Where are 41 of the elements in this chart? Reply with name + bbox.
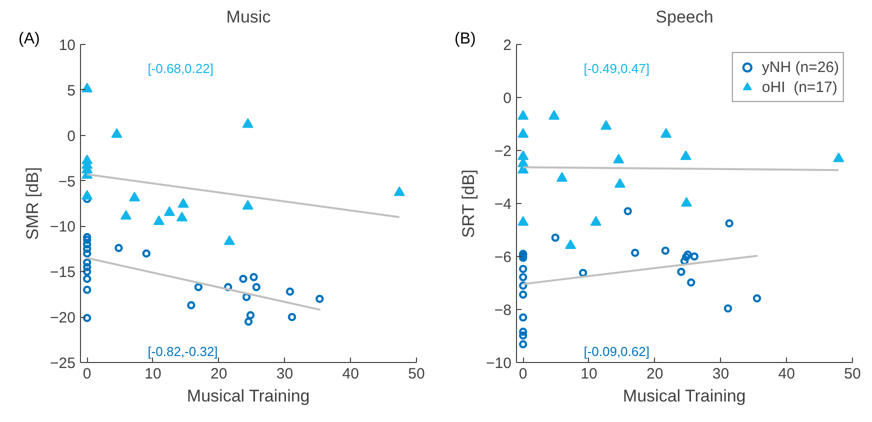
y-axis-title: SMR [dB] xyxy=(23,167,42,240)
annotation: [-0.09,0.62] xyxy=(584,344,650,359)
x-tick-label: 30 xyxy=(276,366,294,382)
x-axis-title: Musical Training xyxy=(186,386,310,406)
legend-label: oHI (n=17) xyxy=(762,78,838,96)
y-tick-label: −2 xyxy=(494,143,512,160)
legend-label: yNH (n=26) xyxy=(762,58,839,76)
text: (A) xyxy=(18,30,40,48)
text: (B) xyxy=(454,30,476,48)
x-tick-label: 10 xyxy=(144,366,162,382)
x-tick-label: 20 xyxy=(210,366,228,382)
annotation: [-0.49,0.47] xyxy=(584,60,650,76)
y-tick-label: 0 xyxy=(67,128,76,145)
x-tick-label: 40 xyxy=(778,366,795,382)
annotation: [-0.82,-0.32] xyxy=(148,344,218,359)
y-tick-label: −6 xyxy=(494,249,512,266)
chart-title: Speech xyxy=(656,8,714,26)
x-tick-label: 0 xyxy=(82,366,92,382)
y-tick-label: −10 xyxy=(50,218,76,236)
x-tick-label: 50 xyxy=(408,366,425,382)
y-tick-label: 2 xyxy=(503,37,512,54)
x-tick-label: 30 xyxy=(712,366,730,382)
x-tick-label: 40 xyxy=(342,366,359,382)
y-tick-label: −15 xyxy=(50,264,76,282)
y-tick-label: −5 xyxy=(58,173,76,190)
y-tick-label: −10 xyxy=(486,355,512,372)
x-tick-label: 10 xyxy=(580,366,598,382)
y-tick-label: 10 xyxy=(58,37,76,54)
x-axis-title: Musical Training xyxy=(622,386,746,406)
x-tick-label: 50 xyxy=(844,366,861,382)
y-tick-label: −8 xyxy=(494,302,512,319)
y-axis-title: SRT [dB] xyxy=(459,169,478,238)
annotation: [-0.68,0.22] xyxy=(148,60,214,76)
y-tick-label: 5 xyxy=(67,82,76,100)
y-tick-label: −25 xyxy=(50,355,76,372)
x-tick-label: 0 xyxy=(518,366,528,382)
chart-title: Music xyxy=(226,8,272,26)
y-tick-label: 0 xyxy=(503,90,512,107)
y-tick-label: −4 xyxy=(494,196,512,213)
y-tick-label: −20 xyxy=(50,310,76,327)
x-tick-label: 20 xyxy=(646,366,664,382)
